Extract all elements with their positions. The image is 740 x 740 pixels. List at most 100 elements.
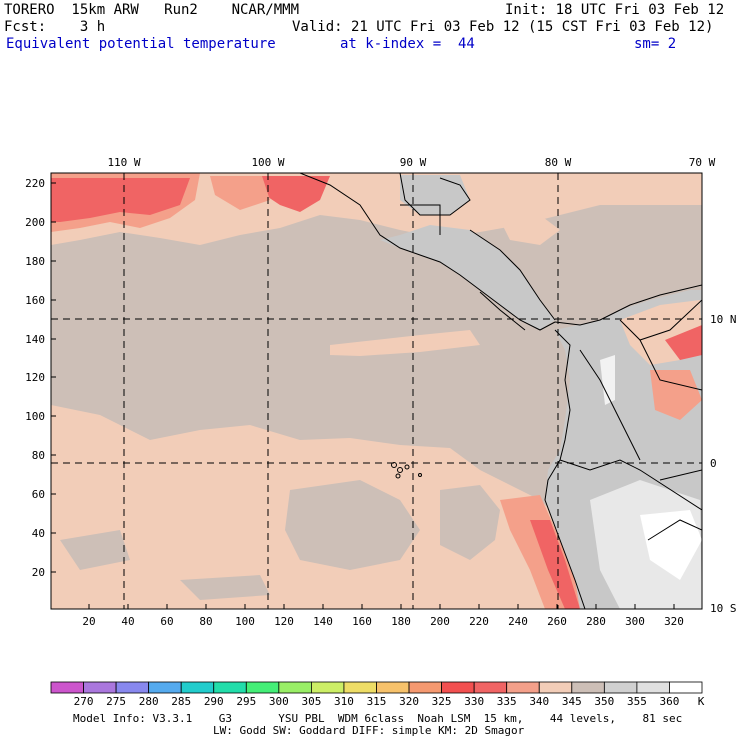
colorbar-swatch (571, 681, 605, 694)
colorbar-swatch (376, 681, 410, 694)
warm-streak-mid (330, 330, 480, 356)
colorbar-label: 315 (367, 695, 387, 708)
colorbar-swatch (669, 681, 703, 694)
x-tick: 20 (82, 615, 95, 628)
lon-labels: 110 W 100 W 90 W 80 W 70 W (107, 156, 715, 169)
x-tick: 220 (469, 615, 489, 628)
lat-label: 0 (710, 457, 717, 470)
x-tick-marks (88, 604, 675, 609)
lon-label: 70 W (689, 156, 716, 169)
coastlines (299, 173, 702, 609)
coastal-hot-peru (530, 520, 580, 609)
model-info: Model Info: V3.3.1 G3 YSU PBL WDM 6class… (73, 712, 683, 725)
galapagos-islands (391, 462, 422, 479)
colorbar-swatch (278, 681, 312, 694)
warm-patch-north (210, 176, 270, 210)
colorbar-swatch (83, 681, 117, 694)
colorbar-label: 270 (74, 695, 94, 708)
field-name: Equivalent potential temperature (6, 36, 276, 52)
lon-label: 80 W (545, 156, 572, 169)
y-tick: 160 (25, 294, 45, 307)
init-time: Init: 18 UTC Fri 03 Feb 12 (505, 2, 725, 18)
colorbar-label: 345 (562, 695, 582, 708)
graticule (51, 173, 702, 609)
warm-caribbean (500, 215, 560, 245)
y-tick: 100 (25, 410, 45, 423)
lat-label: 10 S (710, 602, 737, 615)
andes-peak-north (600, 355, 615, 405)
x-tick: 300 (625, 615, 645, 628)
colorbar-swatch (343, 681, 377, 694)
x-tick: 60 (160, 615, 173, 628)
colorbar-swatch (213, 681, 247, 694)
forecast-hour: Fcst: 3 h (4, 19, 106, 35)
colorbar-label: 290 (204, 695, 224, 708)
x-tick: 180 (391, 615, 411, 628)
x-tick-labels: 20 40 60 80 100 120 140 160 180 200 220 … (82, 615, 684, 628)
hot-land-ne (665, 325, 702, 360)
x-tick: 240 (508, 615, 528, 628)
valid-time: Valid: 21 UTC Fri 03 Feb 12 (15 CST Fri … (292, 19, 714, 35)
x-tick: 40 (121, 615, 134, 628)
y-tick: 200 (25, 216, 45, 229)
lon-label: 110 W (107, 156, 140, 169)
lat-label: 10 N (710, 313, 737, 326)
colorbar-label: 320 (399, 695, 419, 708)
smoothing: sm= 2 (634, 36, 677, 52)
cool-patch-south-2 (440, 485, 500, 560)
warm-band-north (51, 173, 702, 245)
colorbar-label: 355 (627, 695, 647, 708)
y-tick: 20 (32, 566, 45, 579)
y-tick-marks (51, 182, 56, 573)
colorbar-swatch (473, 681, 508, 694)
y-tick-labels: 20 40 60 80 100 120 140 160 180 200 220 (25, 177, 45, 579)
colorbar-label: 295 (236, 695, 256, 708)
lat-labels: 10 N 0 10 S (710, 313, 737, 615)
colorbar-swatch (148, 681, 182, 694)
x-tick: 140 (313, 615, 333, 628)
colorbar-label: 300 (269, 695, 289, 708)
colorbar-label: 330 (464, 695, 484, 708)
y-tick: 180 (25, 255, 45, 268)
theta-e-field (51, 173, 702, 609)
physics-info: LW: Godd SW: Goddard DIFF: simple KM: 2D… (213, 724, 525, 737)
x-tick: 160 (352, 615, 372, 628)
map-frame (50, 172, 703, 610)
colorbar-swatch (408, 681, 442, 694)
x-tick: 260 (547, 615, 567, 628)
colorbar-swatch (441, 681, 475, 694)
x-tick: 320 (664, 615, 684, 628)
lon-label: 90 W (400, 156, 427, 169)
colorbar-unit: K (698, 695, 705, 708)
colorbar-swatch (115, 681, 150, 694)
y-tick: 40 (32, 527, 45, 540)
colorbar-swatch (50, 681, 84, 694)
x-tick: 200 (430, 615, 450, 628)
level-index: at k-index = 44 (340, 36, 475, 52)
x-tick: 280 (586, 615, 606, 628)
x-tick: 120 (274, 615, 294, 628)
land-central-america (380, 225, 555, 330)
colorbar-label: 280 (139, 695, 159, 708)
colorbar-labels: 270 275 280 285 290 295 300 305 310 315 320 325 330 3… (74, 695, 680, 708)
cool-patch-south-1 (285, 480, 420, 570)
warm-land-e (650, 370, 702, 420)
colorbar (50, 681, 703, 694)
colorbar-label: 325 (432, 695, 452, 708)
x-tick: 100 (235, 615, 255, 628)
y-tick: 60 (32, 488, 45, 501)
colorbar-swatch (506, 681, 540, 694)
y-tick: 80 (32, 449, 45, 462)
colorbar-swatch (603, 681, 638, 694)
hot-patch-north (260, 176, 330, 212)
colorbar-swatch (636, 681, 670, 694)
colorbar-label: 335 (497, 695, 517, 708)
model-title: TORERO 15km ARW Run2 NCAR/MMM (4, 2, 300, 18)
colorbar-label: 305 (301, 695, 321, 708)
colorbar-label: 340 (529, 695, 549, 708)
colorbar-label: 310 (334, 695, 354, 708)
y-tick: 140 (25, 333, 45, 346)
cool-patch-south-4 (60, 530, 130, 570)
colorbar-swatch (180, 681, 215, 694)
